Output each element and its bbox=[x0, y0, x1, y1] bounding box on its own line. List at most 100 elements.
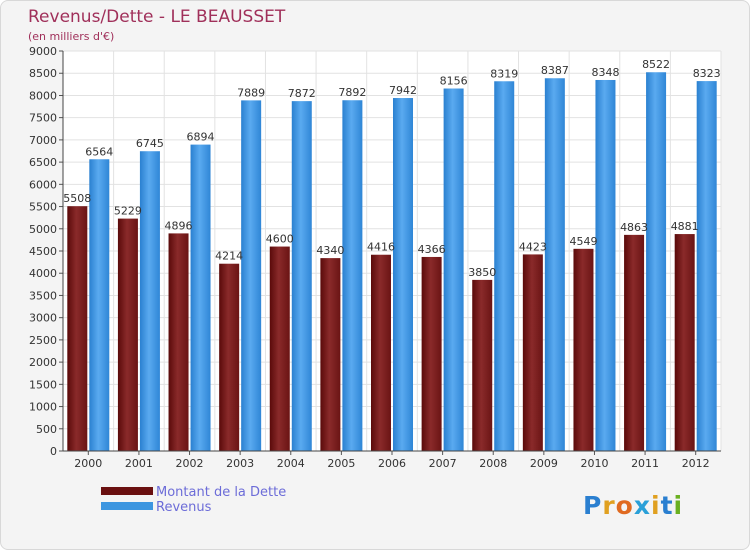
legend-label-revenue: Revenus bbox=[156, 500, 212, 515]
logo-letter: t bbox=[660, 491, 674, 520]
y-tick-label: 6500 bbox=[29, 156, 57, 169]
y-tick-label: 8000 bbox=[29, 89, 57, 102]
bar-revenue bbox=[494, 81, 515, 452]
data-label-revenue: 7889 bbox=[237, 86, 265, 99]
bar-debt bbox=[371, 254, 391, 451]
x-tick-label: 2008 bbox=[479, 457, 507, 470]
data-label-debt: 4340 bbox=[316, 244, 344, 257]
data-label-revenue: 8156 bbox=[440, 75, 468, 88]
data-label-revenue: 8323 bbox=[693, 67, 721, 80]
data-label-revenue: 6745 bbox=[136, 137, 164, 150]
bar-debt bbox=[573, 248, 594, 451]
x-tick-label: 2003 bbox=[226, 457, 254, 470]
x-tick-label: 2000 bbox=[74, 457, 102, 470]
logo-letter: r bbox=[602, 491, 616, 520]
bar-debt bbox=[67, 206, 88, 451]
logo-letter: o bbox=[615, 491, 634, 520]
bar-revenue bbox=[696, 81, 717, 451]
data-label-revenue: 8387 bbox=[541, 64, 569, 77]
data-label-revenue: 7892 bbox=[338, 86, 366, 99]
data-label-debt: 3850 bbox=[468, 266, 496, 279]
bar-revenue bbox=[443, 88, 464, 451]
y-tick-label: 5000 bbox=[29, 223, 57, 236]
x-tick-label: 2004 bbox=[277, 457, 305, 470]
y-tick-label: 1500 bbox=[29, 378, 57, 391]
data-label-debt: 4423 bbox=[519, 240, 547, 253]
bar-revenue bbox=[241, 100, 262, 451]
data-label-debt: 5508 bbox=[63, 192, 91, 205]
bar-revenue bbox=[544, 78, 565, 451]
legend-label-debt: Montant de la Dette bbox=[156, 485, 287, 500]
legend-swatch-debt bbox=[101, 487, 153, 495]
data-label-debt: 4600 bbox=[266, 233, 294, 246]
bar-debt bbox=[269, 246, 290, 451]
x-tick-label: 2005 bbox=[327, 457, 355, 470]
y-tick-label: 7000 bbox=[29, 134, 57, 147]
bar-debt bbox=[472, 279, 493, 451]
chart-subtitle: (en milliers d'€) bbox=[28, 30, 115, 43]
logo-letter: i bbox=[673, 491, 684, 520]
data-label-debt: 4214 bbox=[215, 250, 243, 263]
y-tick-label: 6000 bbox=[29, 178, 57, 191]
y-tick-label: 2000 bbox=[29, 356, 57, 369]
bar-debt bbox=[117, 218, 138, 451]
bar-debt bbox=[624, 234, 645, 451]
x-tick-label: 2006 bbox=[378, 457, 406, 470]
bar-revenue bbox=[139, 151, 160, 451]
bar-debt bbox=[219, 263, 240, 451]
y-tick-label: 4000 bbox=[29, 267, 57, 280]
data-label-debt: 5229 bbox=[114, 205, 142, 218]
data-label-revenue: 7872 bbox=[288, 87, 316, 100]
logo-letter: x bbox=[633, 491, 651, 520]
y-tick-label: 8500 bbox=[29, 67, 57, 80]
bar-revenue bbox=[190, 144, 211, 451]
data-label-revenue: 8348 bbox=[591, 66, 619, 79]
proxiti-logo: Proxiti bbox=[583, 491, 683, 520]
bar-revenue bbox=[291, 101, 312, 451]
x-tick-label: 2012 bbox=[682, 457, 710, 470]
legend-swatch-revenue bbox=[101, 502, 153, 510]
data-label-revenue: 8522 bbox=[642, 58, 670, 71]
x-tick-label: 2011 bbox=[631, 457, 659, 470]
data-label-debt: 4896 bbox=[165, 219, 193, 232]
y-tick-label: 2500 bbox=[29, 334, 57, 347]
y-tick-label: 500 bbox=[36, 423, 57, 436]
data-label-debt: 4881 bbox=[671, 220, 699, 233]
y-tick-label: 1000 bbox=[29, 401, 57, 414]
data-label-debt: 4549 bbox=[569, 235, 597, 248]
y-tick-label: 5500 bbox=[29, 201, 57, 214]
logo-letter: P bbox=[583, 491, 603, 520]
x-tick-label: 2002 bbox=[176, 457, 204, 470]
bar-revenue bbox=[342, 100, 363, 451]
bar-debt bbox=[320, 258, 341, 451]
bar-revenue bbox=[89, 159, 110, 451]
data-label-debt: 4416 bbox=[367, 241, 395, 254]
bar-revenue bbox=[393, 98, 413, 452]
data-label-debt: 4366 bbox=[418, 243, 446, 256]
data-label-revenue: 7942 bbox=[389, 84, 417, 97]
data-label-revenue: 8319 bbox=[490, 67, 518, 80]
bar-revenue bbox=[646, 72, 667, 451]
x-tick-label: 2007 bbox=[429, 457, 457, 470]
bar-debt bbox=[168, 233, 189, 451]
bar-debt bbox=[421, 256, 442, 451]
y-tick-label: 7500 bbox=[29, 112, 57, 125]
data-label-revenue: 6564 bbox=[85, 145, 113, 158]
data-label-revenue: 6894 bbox=[187, 131, 215, 144]
y-tick-label: 3000 bbox=[29, 312, 57, 325]
bar-debt bbox=[674, 234, 695, 451]
y-tick-label: 9000 bbox=[29, 45, 57, 58]
bar-debt bbox=[522, 254, 543, 451]
x-tick-label: 2009 bbox=[530, 457, 558, 470]
data-label-debt: 4863 bbox=[620, 221, 648, 234]
y-tick-label: 0 bbox=[50, 445, 57, 458]
bar-revenue bbox=[595, 79, 616, 451]
chart-title: Revenus/Dette - LE BEAUSSET bbox=[28, 7, 286, 27]
y-tick-label: 3500 bbox=[29, 289, 57, 302]
x-tick-label: 2010 bbox=[580, 457, 608, 470]
x-tick-label: 2001 bbox=[125, 457, 153, 470]
y-tick-label: 4500 bbox=[29, 245, 57, 258]
logo-letter: i bbox=[651, 491, 661, 520]
